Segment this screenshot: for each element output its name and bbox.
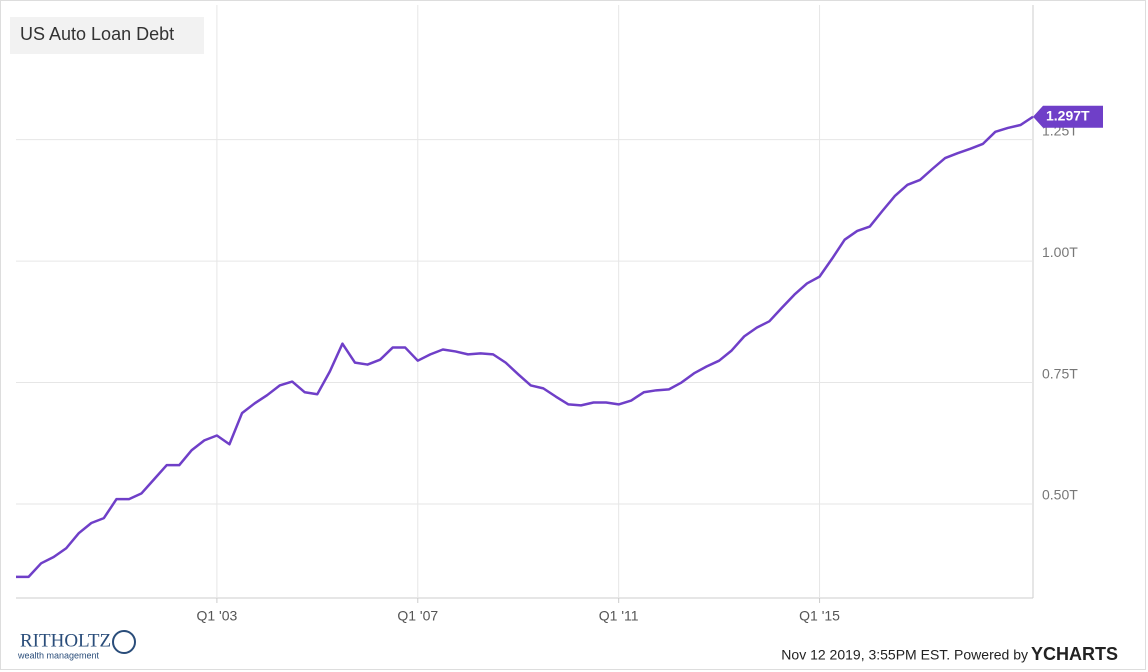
logo-name: RITHOLTZ [20, 630, 111, 651]
brand: YCHARTS [1031, 644, 1118, 664]
y-tick-label: 1.00T [1042, 244, 1078, 260]
x-tick-label: Q1 '11 [599, 608, 639, 624]
x-tick-label: Q1 '15 [799, 608, 840, 624]
x-tick-label: Q1 '07 [397, 608, 438, 624]
y-tick-label: 0.50T [1042, 487, 1078, 503]
chart-title: US Auto Loan Debt [20, 24, 174, 44]
line [16, 115, 1034, 579]
last-value-tag [1033, 105, 1103, 128]
logo-tagline: wealth management [17, 650, 100, 660]
logo-icon [112, 630, 136, 654]
last-value-label: 1.297T [1046, 107, 1090, 123]
source: Nov 12 2019, 3:55PM EST. Powered by [781, 647, 1028, 663]
y-tick-label: 0.75T [1042, 365, 1078, 381]
x-tick-label: Q1 '03 [196, 608, 237, 624]
title-box [10, 17, 204, 54]
